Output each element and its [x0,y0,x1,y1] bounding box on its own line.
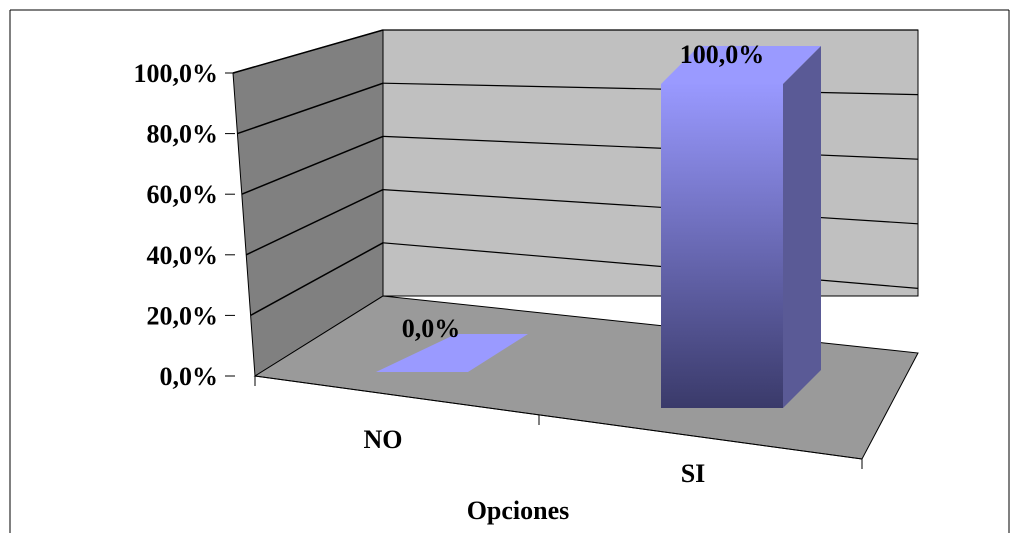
back-wall [382,29,919,297]
x-axis-line [254,375,863,460]
gridline-back [382,82,919,96]
bars: 0,0% 100,0% [376,40,821,408]
y-tick-label: 20,0% [147,301,219,330]
y-tick-label: 60,0% [147,180,219,209]
gridline-back [382,189,919,225]
gridline-side [237,82,384,135]
x-axis-title: Opciones [467,496,570,525]
gridline-side [250,242,384,317]
x-axis-labels: NO SI [364,425,706,488]
gridline-back [382,135,919,160]
x-tick-label: SI [681,459,706,488]
x-tick-label: NO [364,425,403,454]
bar-value-label: 100,0% [680,40,765,69]
gridline-side [232,29,384,74]
bar-side-face [783,46,821,408]
y-axis-labels: 0,0% 20,0% 40,0% 60,0% 80,0% 100,0% [134,59,219,391]
gridline-side [245,188,384,256]
y-tick-label: 80,0% [147,120,219,149]
y-tick-label: 40,0% [147,241,219,270]
bar-no [376,334,528,372]
gridline-back [382,242,919,289]
bar-top-face [661,46,821,84]
bar-value-label: 0,0% [402,314,461,343]
gridline-side [241,135,384,195]
y-axis-ticks [225,72,235,377]
gridlines [232,29,919,317]
y-tick-label: 0,0% [160,362,219,391]
y-tick-label: 100,0% [134,59,219,88]
bar-si [661,84,783,408]
